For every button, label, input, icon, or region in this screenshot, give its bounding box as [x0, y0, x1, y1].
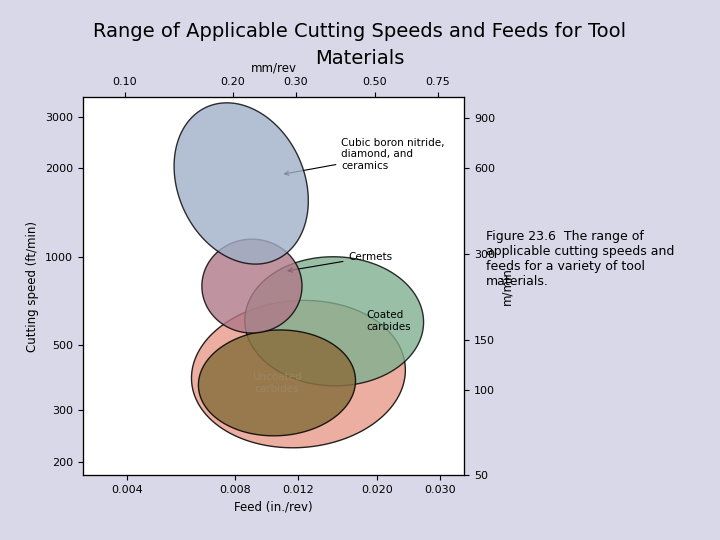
Text: Uncoated
carbides: Uncoated carbides [252, 372, 302, 394]
Text: Figure 23.6  The range of
applicable cutting speeds and
feeds for a variety of t: Figure 23.6 The range of applicable cutt… [486, 230, 675, 288]
Y-axis label: Cutting speed (ft/min): Cutting speed (ft/min) [27, 221, 40, 352]
Polygon shape [202, 239, 302, 333]
Text: Materials: Materials [315, 49, 405, 68]
Y-axis label: m/min: m/min [501, 267, 514, 305]
X-axis label: Feed (in./rev): Feed (in./rev) [234, 501, 313, 514]
Polygon shape [199, 330, 356, 436]
Text: Cermets: Cermets [288, 252, 392, 272]
Text: Coated
carbides: Coated carbides [366, 310, 411, 332]
Text: Range of Applicable Cutting Speeds and Feeds for Tool: Range of Applicable Cutting Speeds and F… [94, 22, 626, 40]
Polygon shape [245, 256, 423, 386]
Text: Cubic boron nitride,
diamond, and
ceramics: Cubic boron nitride, diamond, and cerami… [284, 138, 445, 176]
Polygon shape [174, 103, 308, 264]
Polygon shape [192, 300, 405, 448]
X-axis label: mm/rev: mm/rev [251, 62, 297, 75]
